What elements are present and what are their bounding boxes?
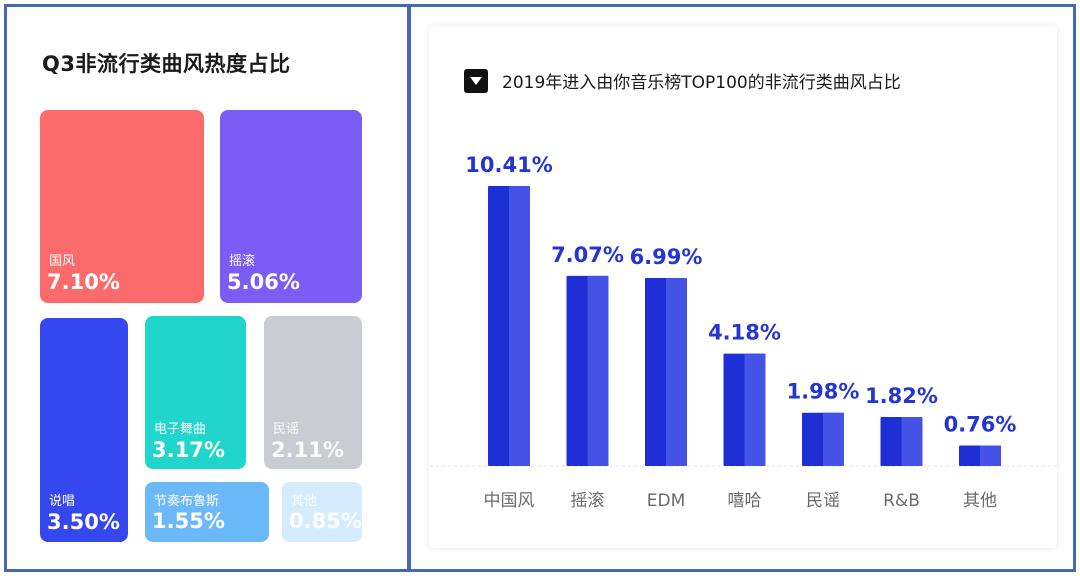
tile-edm: 电子舞曲 3.17% — [145, 316, 246, 469]
x-tick-label: R&B — [883, 491, 920, 511]
bar-highlight — [823, 412, 844, 466]
bar-value-label: 6.99% — [630, 245, 703, 269]
bar-highlight — [744, 353, 766, 466]
tile-guofeng: 国风 7.10% — [40, 110, 204, 303]
bar-chart-title-row: 2019年进入由你音乐榜TOP100的非流行类曲风占比 — [464, 68, 901, 93]
tile-other: 其他 0.85% — [282, 482, 362, 542]
tile-value: 0.85% — [289, 509, 362, 533]
bar-highlight — [901, 417, 923, 466]
treemap-title: Q3非流行类曲风热度占比 — [42, 52, 291, 76]
x-tick-label: 民谣 — [806, 491, 840, 511]
bar — [959, 445, 1001, 466]
bar-highlight — [980, 445, 1001, 466]
bar — [488, 186, 530, 466]
tile-label: 民谣 — [273, 422, 300, 437]
tile-label: 其他 — [291, 494, 318, 509]
bar-chart-title: 2019年进入由你音乐榜TOP100的非流行类曲风占比 — [502, 73, 901, 93]
tile-label: 国风 — [49, 254, 76, 269]
tile-label: 电子舞曲 — [154, 422, 207, 437]
triangle-down-icon — [464, 68, 488, 93]
x-tick-label: 摇滚 — [571, 491, 605, 511]
bar-value-label: 10.41% — [465, 153, 552, 177]
tile-label: 摇滚 — [229, 254, 256, 269]
bar-value-label: 4.18% — [708, 321, 781, 345]
tile-rock: 摇滚 5.06% — [220, 110, 362, 303]
x-tick-label: 其他 — [963, 491, 997, 511]
tile-value: 3.17% — [152, 438, 225, 462]
bar-value-label: 1.82% — [865, 384, 938, 408]
tile-value: 7.10% — [47, 270, 120, 294]
bar-highlight — [666, 277, 687, 466]
bar — [880, 417, 923, 466]
x-tick-label: 嘻哈 — [728, 491, 762, 511]
tile-value: 3.50% — [47, 510, 120, 534]
bar-highlight — [509, 186, 530, 466]
x-tick-label: 中国风 — [484, 491, 535, 511]
bar — [802, 412, 844, 466]
tile-value: 1.55% — [152, 509, 225, 533]
bar — [645, 277, 687, 466]
bar-value-label: 7.07% — [551, 243, 624, 267]
tile-label: 节奏布鲁斯 — [154, 494, 220, 509]
tile-rap: 说唱 3.50% — [40, 318, 128, 542]
bar-value-label: 1.98% — [787, 380, 860, 404]
tile-value: 2.11% — [271, 438, 344, 462]
bar — [566, 275, 609, 466]
tile-folk: 民谣 2.11% — [264, 316, 362, 469]
tile-value: 5.06% — [227, 270, 300, 294]
bar-value-label: 0.76% — [944, 413, 1017, 437]
tile-label: 说唱 — [49, 494, 76, 509]
tile-rnb: 节奏布鲁斯 1.55% — [145, 482, 269, 542]
x-tick-label: EDM — [647, 491, 686, 511]
bar — [723, 353, 766, 466]
bar-highlight — [587, 275, 609, 466]
